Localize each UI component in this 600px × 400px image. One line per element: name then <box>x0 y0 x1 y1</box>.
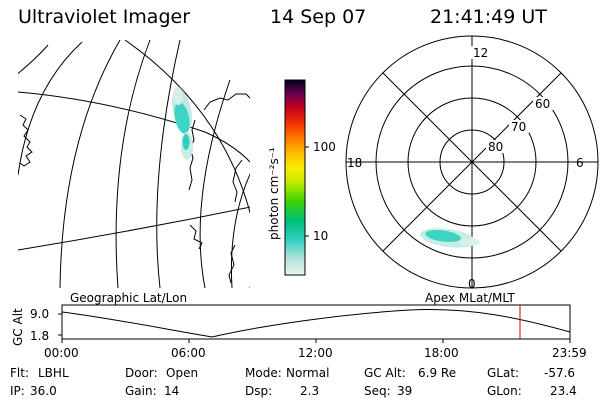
colorbar-unit-label: photon cm⁻²s⁻¹ <box>267 147 281 240</box>
status-panel: Flt: LBHL Door: Open Mode: Normal GC Alt… <box>10 366 577 398</box>
status-value-seq: 39 <box>397 384 412 398</box>
altitude-curve <box>61 309 571 338</box>
status-value-flt: LBHL <box>38 366 69 380</box>
timeline-frame <box>61 304 571 340</box>
colorbar-tick-100: 100 <box>313 140 336 154</box>
map-limb <box>124 40 250 288</box>
polar-label-lat-80: 80 <box>488 140 503 154</box>
time-readout: 21:41:49 UT <box>430 6 547 28</box>
status-key-ip: IP: <box>10 384 25 398</box>
map-coastline <box>232 159 243 203</box>
polar-diagonal <box>382 72 562 252</box>
polar-aurora-emission <box>420 228 480 248</box>
colorbar-gradient <box>284 79 306 276</box>
status-key-glat: GLat: <box>487 366 519 380</box>
map-meridian <box>18 44 49 75</box>
status-value-gain: 14 <box>164 384 179 398</box>
status-key-mode: Mode: <box>245 366 282 380</box>
status-key-flt: Flt: <box>10 366 29 380</box>
status-value-glat: -57.6 <box>544 366 575 380</box>
timeline-xtick: 23:59 <box>552 346 587 360</box>
polar-label-lat-70: 70 <box>511 120 526 134</box>
timeline-ylabel: GC Alt <box>11 308 25 346</box>
status-value-mode: Normal <box>286 366 329 380</box>
map-meridian <box>115 40 151 288</box>
status-key-dsp: Dsp: <box>245 384 272 398</box>
status-value-ip: 36.0 <box>30 384 57 398</box>
timeline-ytick-low: 1.8 <box>30 329 49 343</box>
map-parallel <box>18 206 250 251</box>
timeline-xtick: 18:00 <box>424 346 459 360</box>
status-key-door: Door: <box>125 366 158 380</box>
timeline-left-title: Geographic Lat/Lon <box>70 291 187 305</box>
map-parallel <box>18 91 250 163</box>
timeline-xtick: 12:00 <box>298 346 333 360</box>
timeline-xtick: 00:00 <box>44 346 79 360</box>
map-aurora-emission <box>172 87 193 160</box>
colorbar: 100 10 photon cm⁻²s⁻¹ <box>267 79 336 276</box>
polar-plot <box>345 35 599 289</box>
polar-label-mlt-12: 12 <box>473 46 488 60</box>
status-value-gcalt: 6.9 Re <box>418 366 456 380</box>
colorbar-tick-10: 10 <box>313 229 328 243</box>
map-meridian <box>230 173 250 288</box>
timeline-right-title: Apex MLat/MLT <box>425 291 515 305</box>
status-key-gcalt: GC Alt: <box>364 366 406 380</box>
polar-label-lat-60: 60 <box>535 97 550 111</box>
map-coastline <box>189 224 203 250</box>
map-meridian <box>199 79 231 288</box>
date-readout: 14 Sep 07 <box>270 6 367 28</box>
map-coastline <box>228 244 236 284</box>
map-meridian <box>18 41 83 176</box>
polar-label-mlt-18: 18 <box>347 156 362 170</box>
timeline-xtick: 06:00 <box>171 346 206 360</box>
map-meridian <box>156 40 181 288</box>
app-title: Ultraviolet Imager <box>18 6 191 28</box>
altitude-timeline <box>58 304 571 343</box>
geographic-map <box>18 40 250 288</box>
polar-label-mlt-6: 6 <box>576 156 584 170</box>
status-key-gain: Gain: <box>125 384 157 398</box>
status-key-seq: Seq: <box>364 384 391 398</box>
status-value-door: Open <box>166 366 198 380</box>
status-value-glon: 23.4 <box>550 384 577 398</box>
status-key-glon: GLon: <box>487 384 522 398</box>
map-meridian <box>59 40 121 288</box>
timeline-ytick-high: 9.0 <box>30 307 49 321</box>
status-value-dsp: 2.3 <box>300 384 319 398</box>
map-coastline <box>19 114 33 167</box>
polar-label-mlt-0: 0 <box>468 277 476 291</box>
